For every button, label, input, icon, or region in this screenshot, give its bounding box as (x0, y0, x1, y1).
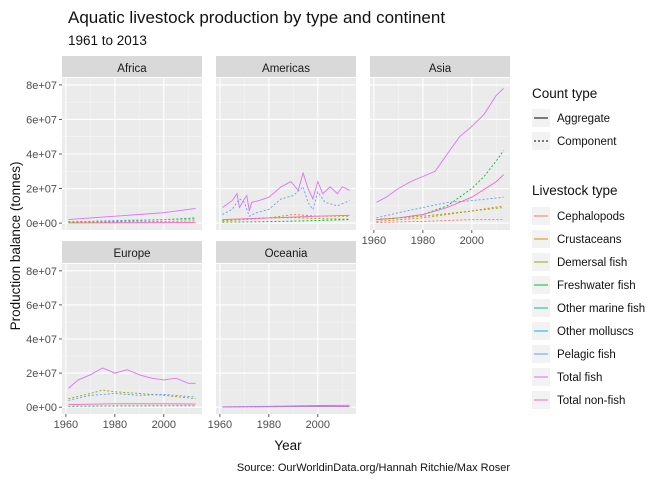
legend-item-other-molluscs: Other molluscs (532, 322, 634, 340)
legend-label: Total fish (557, 372, 602, 384)
x-axis-title: Year (274, 438, 302, 453)
series-line-total-non-fish-aggregate (68, 403, 196, 406)
y-tick-label: 4e+07 (26, 334, 57, 346)
strip-label-asia: Asia (429, 63, 452, 75)
x-tick-label: 1960 (54, 419, 78, 431)
legend-item-other-marine-fish: Other marine fish (532, 299, 645, 317)
y-tick-label: 4e+07 (26, 149, 57, 161)
chart-subtitle: 1961 to 2013 (68, 33, 147, 48)
series-line-demersal-fish-component (68, 389, 196, 400)
strip-oceania (216, 241, 356, 263)
series-line-total-non-fish-aggregate (376, 174, 504, 221)
x-tick-label: 1980 (411, 235, 435, 247)
y-tick-label: 2e+07 (26, 184, 57, 196)
strip-americas (216, 56, 356, 77)
legend-item-total-fish: Total fish (532, 368, 602, 386)
chart-legend: Count type Livestock type Aggregate Compo… (532, 86, 645, 409)
y-tick-label: 6e+07 (26, 300, 57, 312)
legend-label: Other marine fish (557, 303, 645, 315)
series-line-pelagic-fish-component (376, 196, 504, 219)
chart-caption: Source: OurWorldinData.org/Hannah Ritchi… (237, 462, 510, 474)
legend-item-aggregate: Aggregate (532, 109, 610, 127)
series-line-crustaceans-component (376, 205, 504, 222)
panel-americas: Americas (216, 56, 356, 230)
strip-europe (62, 241, 202, 263)
y-axis-title: Production balance (tonnes) (8, 162, 23, 331)
series-line-pelagic-fish-component (222, 186, 350, 217)
y-tick-label: 8e+07 (26, 80, 57, 92)
series-line-total-non-fish-aggregate (222, 214, 350, 221)
strip-label-europe: Europe (113, 248, 150, 260)
legend-label: Crustaceans (557, 234, 622, 246)
legend-item-crustaceans: Crustaceans (532, 230, 622, 248)
legend-label: Cephalopods (557, 211, 625, 223)
legend-label: Component (557, 136, 617, 148)
legend-item-pelagic-fish: Pelagic fish (532, 345, 616, 363)
legend-label: Demersal fish (557, 257, 627, 269)
legend-label: Other molluscs (557, 326, 634, 338)
legend-label: Total non-fish (557, 395, 625, 407)
x-tick-label: 1960 (208, 419, 232, 431)
x-tick-label: 1980 (103, 419, 127, 431)
chart-title: Aquatic livestock production by type and… (68, 8, 445, 27)
legend-item-total-non-fish: Total non-fish (532, 391, 625, 409)
strip-label-africa: Africa (117, 63, 147, 75)
legend-key (532, 132, 550, 150)
legend-item-component: Component (532, 132, 617, 150)
series-line-total-fish-aggregate (68, 367, 196, 389)
facet-panels: Africa 0e+00 2e+07 4e+07 6e+07 8e+07 Americas A… (26, 56, 510, 431)
y-tick-label: 8e+07 (26, 266, 57, 278)
legend-label: Pelagic fish (557, 349, 616, 361)
series-line-pelagic-fish-component (68, 393, 196, 401)
x-tick-label: 2000 (460, 235, 484, 247)
strip-asia (370, 56, 510, 77)
legend-item-cephalopods: Cephalopods (532, 207, 625, 225)
count-type-legend-title: Count type (532, 86, 597, 101)
livestock-type-legend-title: Livestock type (532, 183, 618, 198)
legend-label: Freshwater fish (557, 280, 636, 292)
series-line-total-fish-aggregate (376, 88, 504, 203)
series-line-demersal-fish-component (222, 217, 350, 221)
legend-label: Aggregate (557, 113, 610, 125)
panel-africa: Africa 0e+00 2e+07 4e+07 6e+07 8e+07 (26, 56, 202, 230)
legend-item-demersal-fish: Demersal fish (532, 253, 627, 271)
strip-label-americas: Americas (262, 63, 310, 75)
x-tick-label: 1960 (362, 235, 386, 247)
strip-label-oceania: Oceania (265, 248, 308, 260)
x-tick-label: 2000 (306, 419, 330, 431)
y-tick-label: 6e+07 (26, 114, 57, 126)
series-line-freshwater-fish-component (376, 150, 504, 221)
x-tick-label: 2000 (152, 419, 176, 431)
series-line-total-non-fish-aggregate (222, 406, 350, 408)
panel-asia: Asia 1960 1980 2000 (362, 56, 510, 247)
legend-item-freshwater-fish: Freshwater fish (532, 276, 636, 294)
y-tick-label: 0e+00 (26, 218, 57, 230)
series-line-total-fish-aggregate (222, 171, 350, 212)
panel-oceania: Oceania 1960 1980 2000 (208, 241, 356, 431)
panel-europe: Europe 0e+00 2e+07 4e+07 6e+07 8e+07 1960 1980 2… (26, 241, 202, 431)
y-tick-label: 2e+07 (26, 368, 57, 380)
series-line-total-fish-aggregate (68, 207, 196, 221)
y-tick-label: 0e+00 (26, 402, 57, 414)
x-tick-label: 1980 (257, 419, 281, 431)
strip-africa (62, 56, 202, 77)
